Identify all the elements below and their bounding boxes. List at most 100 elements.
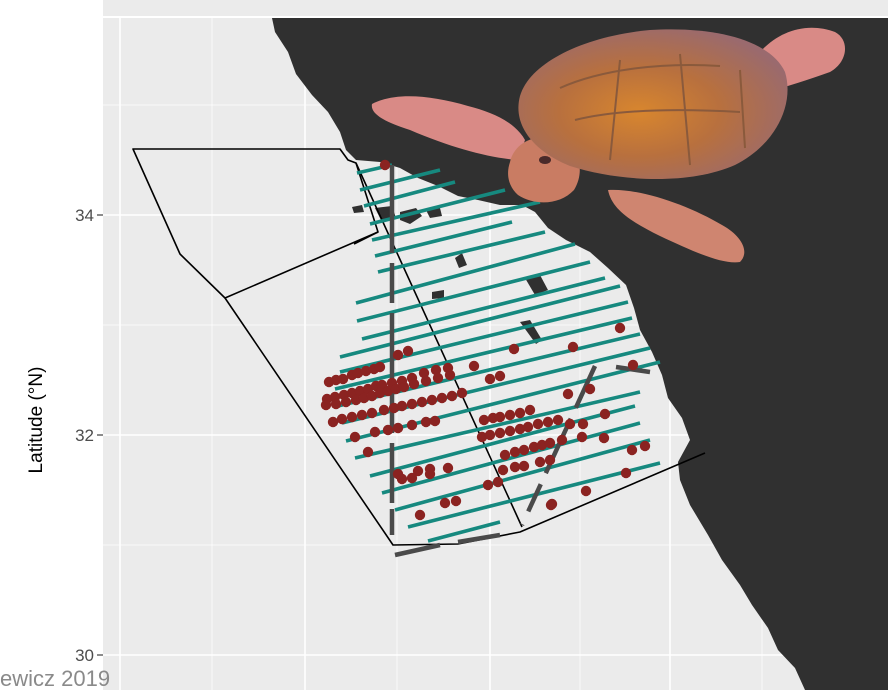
sighting-point xyxy=(598,432,610,444)
sighting-point xyxy=(614,322,626,334)
sighting-point xyxy=(576,431,588,443)
transect-line xyxy=(339,284,621,359)
sighting-point xyxy=(599,408,611,420)
sighting-point xyxy=(580,485,592,497)
sighting-point xyxy=(492,476,504,488)
image-credit: ewicz 2019 xyxy=(0,666,110,690)
sighting-point xyxy=(439,497,451,509)
sighting-point xyxy=(406,398,418,410)
sighting-point xyxy=(388,402,400,414)
sighting-point xyxy=(379,159,391,171)
sighting-point xyxy=(360,365,372,377)
transect-line xyxy=(334,316,633,391)
diagonal-boundary-line xyxy=(519,365,598,526)
island xyxy=(352,205,364,213)
sighting-point xyxy=(544,437,556,449)
transect-line xyxy=(359,168,441,192)
sighting-point xyxy=(476,431,488,443)
sighting-point xyxy=(406,472,418,484)
sighting-point xyxy=(552,414,564,426)
sighting-point xyxy=(509,446,521,458)
sighting-point xyxy=(402,345,414,357)
transect-line xyxy=(381,421,641,495)
sighting-point xyxy=(478,414,490,426)
sighting-point xyxy=(327,416,339,428)
sighting-point xyxy=(564,418,576,430)
sighting-point xyxy=(456,387,468,399)
sighting-point xyxy=(356,409,368,421)
sighting-point xyxy=(545,499,557,511)
island xyxy=(455,253,467,268)
y-axis-title: Latitude (°N) xyxy=(26,367,47,474)
sighting-point xyxy=(436,392,448,404)
transect-line xyxy=(427,520,501,543)
sighting-point xyxy=(420,416,432,428)
sighting-point xyxy=(349,431,361,443)
sighting-point xyxy=(504,425,516,437)
sighting-point xyxy=(639,440,651,452)
sighting-point xyxy=(468,360,480,372)
sighting-point xyxy=(408,378,420,390)
coastline-landmass xyxy=(272,18,888,690)
sighting-point xyxy=(382,424,394,436)
turtle-sightings xyxy=(320,159,651,521)
outer-region-boundary xyxy=(132,148,379,299)
y-tick-label: 32 xyxy=(75,426,94,445)
sighting-point xyxy=(542,416,554,428)
sighting-point xyxy=(497,464,509,476)
island xyxy=(525,275,548,295)
sighting-point xyxy=(494,370,506,382)
bottom-boundary-line xyxy=(394,542,441,558)
sighting-point xyxy=(369,426,381,438)
y-tick-label: 30 xyxy=(75,646,94,665)
sighting-point xyxy=(374,387,386,399)
sighting-point xyxy=(424,468,436,480)
sighting-point xyxy=(337,373,349,385)
sighting-point xyxy=(482,479,494,491)
sighting-point xyxy=(450,495,462,507)
turtle-shell xyxy=(518,29,788,180)
y-tick-label: 34 xyxy=(75,206,94,225)
sighting-point xyxy=(584,383,596,395)
sighting-point xyxy=(430,364,442,376)
transect-line xyxy=(363,180,456,208)
sighting-point xyxy=(358,392,370,404)
sighting-point xyxy=(330,398,342,410)
sighting-point xyxy=(484,373,496,385)
transect-line xyxy=(339,300,629,374)
turtle-shell-scutes xyxy=(559,53,746,166)
transect-line xyxy=(369,404,636,478)
sighting-point xyxy=(378,404,390,416)
turtle-rear-flipper xyxy=(608,189,745,263)
sighting-point xyxy=(382,385,394,397)
sighting-point xyxy=(626,444,638,456)
sighting-point xyxy=(412,465,424,477)
study-area-outline xyxy=(132,148,706,546)
turtle-front-flipper-left xyxy=(371,96,525,160)
sighting-point xyxy=(429,415,441,427)
sighting-point xyxy=(392,422,404,434)
transect-line xyxy=(377,230,546,274)
sighting-point xyxy=(426,394,438,406)
sighting-point xyxy=(398,381,410,393)
sighting-point xyxy=(536,439,548,451)
sighting-point xyxy=(352,367,364,379)
sighting-point xyxy=(534,456,546,468)
sighting-point xyxy=(567,341,579,353)
bottom-boundary-line xyxy=(457,532,501,545)
sighting-point xyxy=(556,434,568,446)
boundary-lines xyxy=(389,165,651,558)
sighting-point xyxy=(420,375,432,387)
sighting-point xyxy=(509,461,521,473)
sighting-point xyxy=(620,467,632,479)
sighting-point xyxy=(544,454,556,466)
top-strip xyxy=(103,0,888,16)
sighting-point xyxy=(528,441,540,453)
sighting-point xyxy=(396,473,408,485)
sighting-point xyxy=(577,418,589,430)
sighting-point xyxy=(484,429,496,441)
sighting-point xyxy=(532,418,544,430)
sighting-point xyxy=(518,444,530,456)
sighting-point xyxy=(562,388,574,400)
